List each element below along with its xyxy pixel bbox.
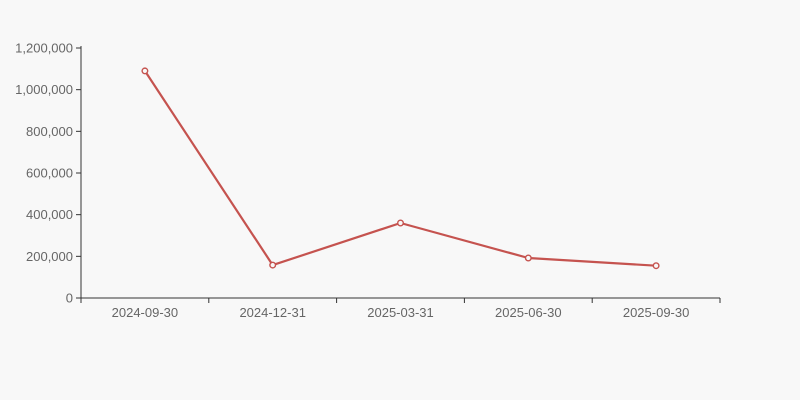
data-point-marker — [397, 219, 405, 227]
series-line — [143, 69, 658, 267]
data-point-marker — [141, 67, 149, 75]
y-axis-tick-label: 800,000 — [26, 124, 73, 139]
x-axis-tick-label: 2025-09-30 — [623, 305, 690, 320]
x-axis-tick-label: 2025-06-30 — [495, 305, 562, 320]
x-axis-tick-label: 2024-12-31 — [239, 305, 306, 320]
y-axis-tick-label: 1,000,000 — [15, 82, 73, 97]
data-point-marker — [269, 261, 277, 269]
y-axis-tick-label: 400,000 — [26, 207, 73, 222]
data-point-marker — [652, 262, 660, 270]
y-axis-tick-label: 600,000 — [26, 166, 73, 181]
x-axis-tick-label: 2025-03-31 — [367, 305, 434, 320]
y-axis-tick-label: 200,000 — [26, 249, 73, 264]
y-axis-tick-label: 1,200,000 — [15, 41, 73, 56]
data-point-marker — [524, 254, 532, 262]
y-axis-tick-label: 0 — [66, 291, 73, 306]
x-axis-tick-label: 2024-09-30 — [112, 305, 179, 320]
